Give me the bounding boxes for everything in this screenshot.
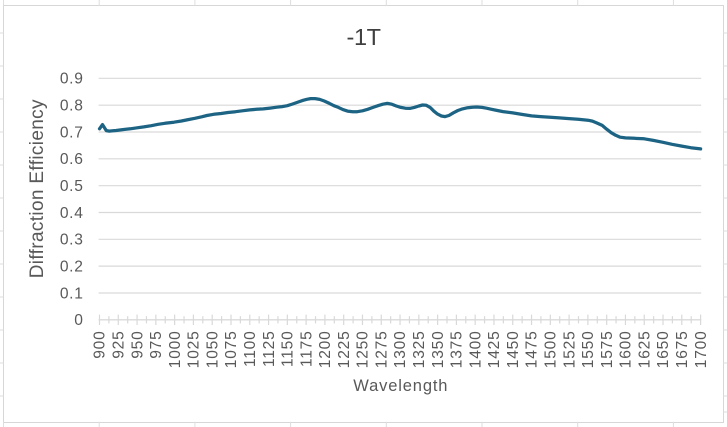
svg-text:0.7: 0.7: [60, 124, 84, 141]
svg-text:1625: 1625: [636, 331, 653, 369]
svg-text:1525: 1525: [561, 331, 578, 369]
svg-text:1600: 1600: [618, 331, 635, 369]
svg-text:Wavelength: Wavelength: [353, 377, 448, 395]
svg-text:1700: 1700: [693, 331, 710, 369]
svg-text:1375: 1375: [449, 331, 466, 369]
svg-text:1075: 1075: [223, 331, 240, 369]
svg-text:1400: 1400: [467, 331, 484, 369]
svg-text:1425: 1425: [486, 331, 503, 369]
svg-text:1175: 1175: [298, 331, 315, 368]
svg-text:1575: 1575: [599, 331, 616, 369]
svg-text:0.6: 0.6: [60, 151, 84, 168]
svg-text:0.3: 0.3: [60, 232, 84, 249]
svg-text:1475: 1475: [524, 331, 541, 369]
svg-text:1100: 1100: [242, 331, 259, 368]
svg-text:1300: 1300: [392, 331, 409, 369]
svg-text:1250: 1250: [355, 331, 372, 369]
svg-text:950: 950: [129, 331, 146, 359]
svg-text:0.5: 0.5: [60, 178, 84, 195]
svg-text:1275: 1275: [373, 331, 390, 369]
svg-text:1650: 1650: [655, 331, 672, 369]
svg-text:1050: 1050: [204, 331, 221, 369]
svg-text:1225: 1225: [336, 331, 353, 369]
svg-text:Diffraction Efficiency: Diffraction Efficiency: [27, 99, 48, 278]
svg-text:1675: 1675: [674, 331, 691, 369]
svg-text:1450: 1450: [505, 331, 522, 369]
svg-text:1125: 1125: [261, 331, 278, 368]
svg-text:1550: 1550: [580, 331, 597, 369]
svg-text:0.8: 0.8: [60, 98, 84, 115]
svg-text:1200: 1200: [317, 331, 334, 369]
svg-text:1500: 1500: [543, 331, 560, 369]
svg-text:-1T: -1T: [346, 24, 380, 50]
svg-text:0: 0: [74, 312, 83, 329]
svg-text:900: 900: [92, 331, 109, 359]
svg-text:0.4: 0.4: [60, 205, 84, 222]
svg-text:1350: 1350: [430, 331, 447, 369]
svg-text:975: 975: [148, 331, 165, 359]
svg-text:0.9: 0.9: [60, 71, 84, 88]
svg-text:1150: 1150: [280, 331, 297, 368]
svg-text:0.2: 0.2: [60, 258, 84, 275]
svg-text:1325: 1325: [411, 331, 428, 369]
svg-text:925: 925: [110, 331, 127, 359]
svg-text:1000: 1000: [167, 331, 184, 369]
svg-text:1025: 1025: [186, 331, 203, 369]
svg-text:0.1: 0.1: [60, 285, 84, 302]
